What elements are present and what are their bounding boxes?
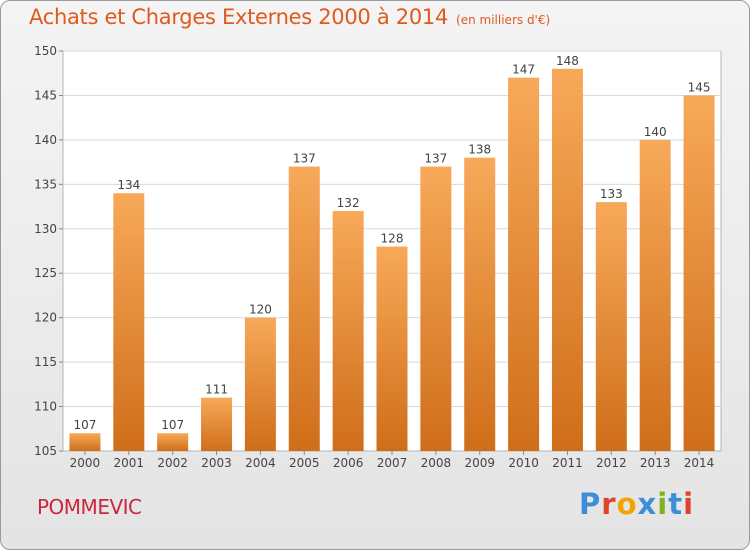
commune-name: POMMEVIC bbox=[37, 495, 142, 519]
bar-value-label: 128 bbox=[381, 232, 404, 246]
y-tick-label: 130 bbox=[34, 222, 57, 236]
bar bbox=[113, 193, 145, 451]
x-tick-label: 2000 bbox=[70, 456, 101, 470]
x-tick-label: 2007 bbox=[377, 456, 408, 470]
x-tick-label: 2005 bbox=[289, 456, 320, 470]
bar-value-label: 134 bbox=[117, 178, 140, 192]
chart-subtitle: (en milliers d'€) bbox=[456, 13, 551, 27]
bar-value-label: 140 bbox=[644, 125, 667, 139]
bar bbox=[201, 397, 233, 451]
x-tick-label: 2001 bbox=[114, 456, 145, 470]
bar bbox=[69, 433, 101, 451]
y-tick-label: 150 bbox=[34, 44, 57, 58]
y-tick-label: 115 bbox=[34, 355, 57, 369]
y-tick-label: 145 bbox=[34, 88, 57, 102]
y-tick-label: 140 bbox=[34, 133, 57, 147]
x-tick-label: 2002 bbox=[157, 456, 188, 470]
bar bbox=[376, 246, 408, 451]
logo-letter: o bbox=[616, 487, 638, 521]
bar-value-label: 148 bbox=[556, 54, 579, 68]
logo-letter: x bbox=[637, 487, 658, 521]
bar-value-label: 138 bbox=[468, 143, 491, 157]
bar bbox=[683, 95, 715, 451]
y-tick-label: 135 bbox=[34, 177, 57, 191]
y-tick-label: 120 bbox=[34, 311, 57, 325]
bar bbox=[595, 202, 627, 451]
proxiti-logo: Proxiti bbox=[579, 487, 694, 521]
bar bbox=[332, 211, 364, 451]
bar-value-label: 133 bbox=[600, 187, 623, 201]
y-tick-label: 110 bbox=[34, 400, 57, 414]
chart-title-text: Achats et Charges Externes 2000 à 2014 bbox=[29, 5, 449, 29]
bar-value-label: 107 bbox=[73, 418, 96, 432]
bar-value-label: 132 bbox=[337, 196, 360, 210]
bar bbox=[551, 68, 583, 452]
x-tick-label: 2003 bbox=[201, 456, 232, 470]
logo-letter: P bbox=[579, 487, 602, 521]
bar-value-label: 120 bbox=[249, 303, 272, 317]
bar bbox=[639, 139, 671, 451]
y-tick-label: 105 bbox=[34, 444, 57, 458]
x-tick-label: 2013 bbox=[640, 456, 671, 470]
logo-letter: t bbox=[668, 487, 684, 521]
bar-value-label: 137 bbox=[424, 152, 447, 166]
x-tick-label: 2011 bbox=[552, 456, 583, 470]
logo-letter: i bbox=[657, 487, 669, 521]
y-tick-label: 125 bbox=[34, 266, 57, 280]
x-tick-label: 2014 bbox=[684, 456, 715, 470]
x-tick-label: 2008 bbox=[421, 456, 452, 470]
bar bbox=[288, 166, 320, 452]
x-tick-label: 2004 bbox=[245, 456, 276, 470]
x-tick-label: 2010 bbox=[508, 456, 539, 470]
bar-value-label: 107 bbox=[161, 418, 184, 432]
bar bbox=[157, 433, 189, 451]
bar-value-label: 137 bbox=[293, 152, 316, 166]
x-tick-label: 2012 bbox=[596, 456, 627, 470]
bar bbox=[508, 77, 540, 452]
logo-letter: i bbox=[683, 487, 695, 521]
x-tick-label: 2006 bbox=[333, 456, 364, 470]
x-tick-label: 2009 bbox=[464, 456, 495, 470]
logo-letter: r bbox=[601, 487, 617, 521]
bar-value-label: 145 bbox=[688, 80, 711, 94]
bar-value-label: 111 bbox=[205, 383, 228, 397]
bar bbox=[244, 317, 276, 451]
bar bbox=[464, 157, 496, 451]
bar bbox=[420, 166, 452, 452]
bar-value-label: 147 bbox=[512, 63, 535, 77]
chart-title: Achats et Charges Externes 2000 à 2014 (e… bbox=[29, 5, 550, 29]
